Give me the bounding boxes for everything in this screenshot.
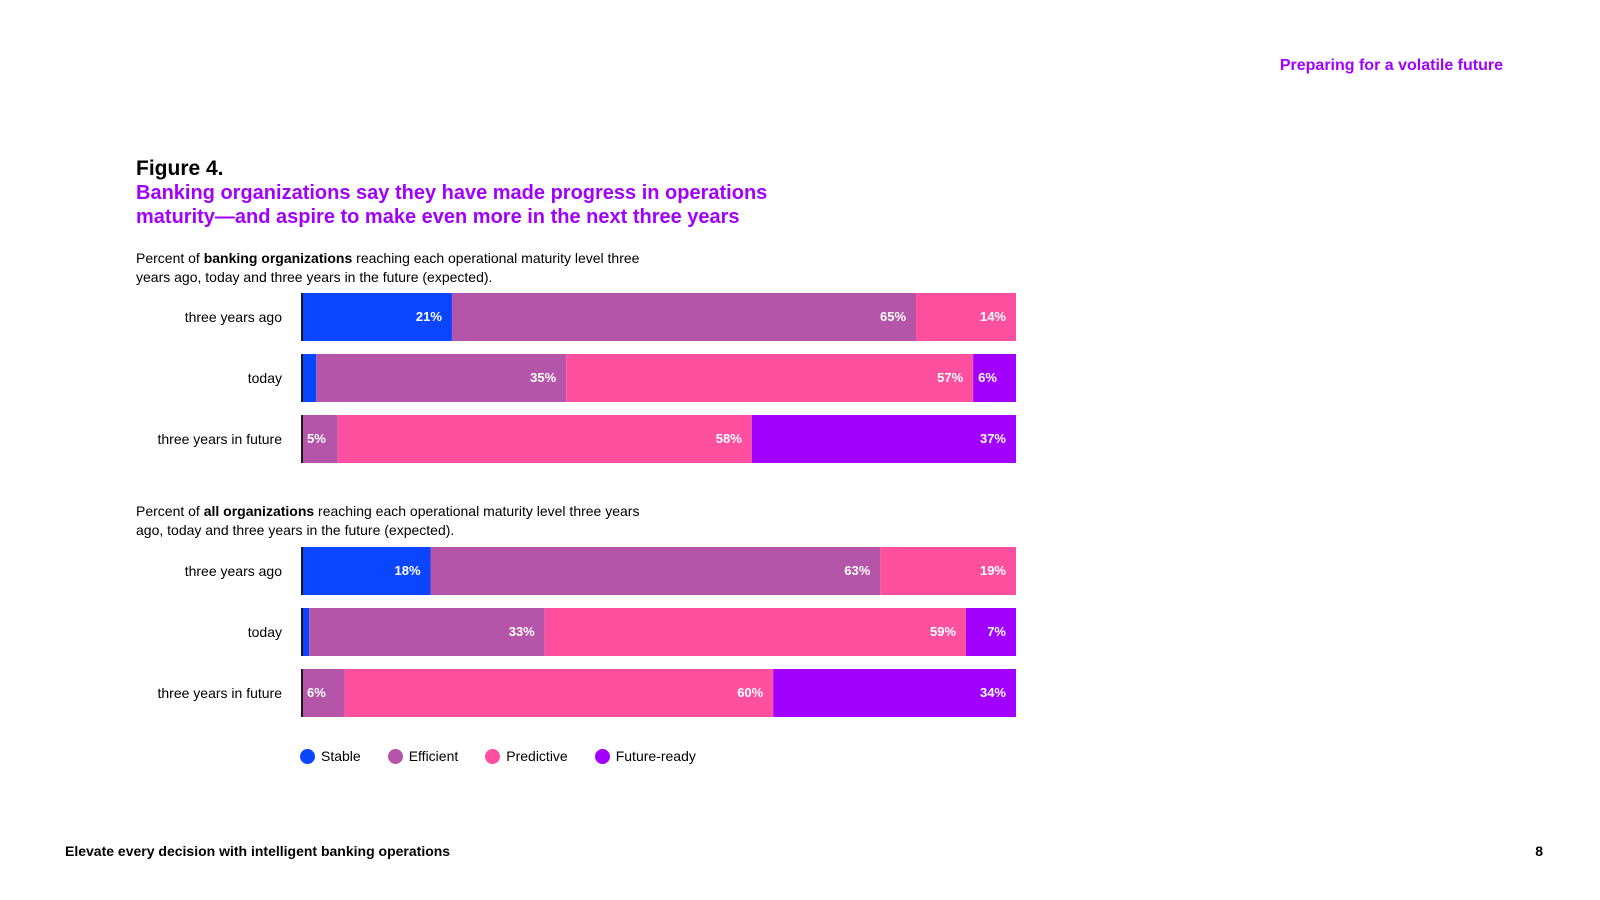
chart2-subtitle: Percent of all organizations reaching ea…	[136, 502, 656, 540]
legend-swatch-icon	[485, 748, 501, 764]
chart2-subtitle-bold: all organizations	[203, 503, 315, 519]
bar-segment-efficient	[430, 547, 881, 595]
chart1-subtitle-bold: banking organizations	[203, 250, 353, 266]
chart2-subtitle-suffix: reaching each operational maturity level…	[136, 503, 640, 538]
data-label: 14%	[980, 309, 1006, 324]
legend-swatch-icon	[300, 748, 315, 764]
data-label: 63%	[844, 563, 870, 578]
bar-segment-stable	[302, 547, 431, 595]
bar-segment-efficient	[451, 293, 917, 341]
category-label: three years ago	[185, 563, 282, 579]
chart1-subtitle-prefix: Percent of	[136, 250, 204, 266]
bar-segment-predictive	[916, 293, 1016, 341]
category-label: three years ago	[185, 309, 282, 325]
bar-segment-future-ready	[973, 354, 1016, 402]
bar-segment-efficient	[302, 415, 338, 463]
page-number: 8	[1535, 843, 1543, 859]
data-label: 5%	[307, 431, 326, 446]
bar-segment-predictive	[337, 415, 752, 463]
legend-label: Stable	[321, 748, 361, 764]
data-label: 19%	[980, 563, 1006, 578]
bar-segment-stable	[302, 608, 310, 656]
legend-item-stable: Stable	[300, 748, 361, 764]
footer-title: Elevate every decision with intelligent …	[65, 843, 451, 859]
bar-segment-predictive	[566, 354, 974, 402]
category-label: today	[248, 370, 282, 386]
legend-swatch-icon	[387, 748, 403, 764]
data-label: 34%	[980, 685, 1006, 700]
data-label: 6%	[307, 685, 326, 700]
chart1-subtitle: Percent of banking organizations reachin…	[136, 249, 656, 287]
data-label: 18%	[394, 563, 420, 578]
data-label: 37%	[980, 431, 1006, 446]
category-label: today	[248, 624, 282, 640]
bar-segment-predictive	[544, 608, 967, 656]
data-label: 60%	[737, 685, 763, 700]
data-label: 35%	[530, 370, 556, 385]
data-label: 7%	[987, 624, 1006, 639]
bar-segment-predictive	[344, 669, 774, 717]
chart-legend: Stable Efficient Predictive Future-ready	[300, 748, 723, 764]
category-label: three years in future	[157, 431, 282, 447]
bar-segment-efficient	[316, 354, 567, 402]
bar-segment-future-ready	[966, 608, 1016, 656]
data-label: 65%	[880, 309, 906, 324]
bar-segment-stable	[302, 293, 452, 341]
legend-label: Predictive	[506, 748, 568, 764]
category-label: three years in future	[157, 685, 282, 701]
legend-item-predictive: Predictive	[485, 748, 568, 764]
legend-label: Future-ready	[615, 748, 696, 764]
data-label: 6%	[978, 370, 997, 385]
chart2-subtitle-prefix: Percent of	[136, 503, 204, 519]
data-label: 58%	[716, 431, 742, 446]
legend-label: Efficient	[408, 748, 459, 764]
bar-segment-future-ready	[773, 669, 1016, 717]
bar-segment-efficient	[309, 608, 545, 656]
legend-swatch-icon	[594, 748, 610, 764]
data-label: 57%	[937, 370, 963, 385]
figure-title: Banking organizations say they have made…	[136, 182, 768, 228]
data-label: 33%	[509, 624, 535, 639]
figure-number: Figure 4.	[136, 157, 224, 180]
data-label: 21%	[416, 309, 442, 324]
chart1-subtitle-suffix: reaching each operational maturity level…	[136, 250, 640, 285]
legend-item-future-ready: Future-ready	[594, 748, 696, 764]
legend-item-efficient: Efficient	[387, 748, 459, 764]
data-label: 59%	[930, 624, 956, 639]
section-tag: Preparing for a volatile future	[1279, 57, 1503, 74]
bar-segment-future-ready	[751, 415, 1016, 463]
bar-segment-stable	[302, 354, 317, 402]
bar-segment-efficient	[302, 669, 345, 717]
bar-segment-predictive	[880, 547, 1016, 595]
